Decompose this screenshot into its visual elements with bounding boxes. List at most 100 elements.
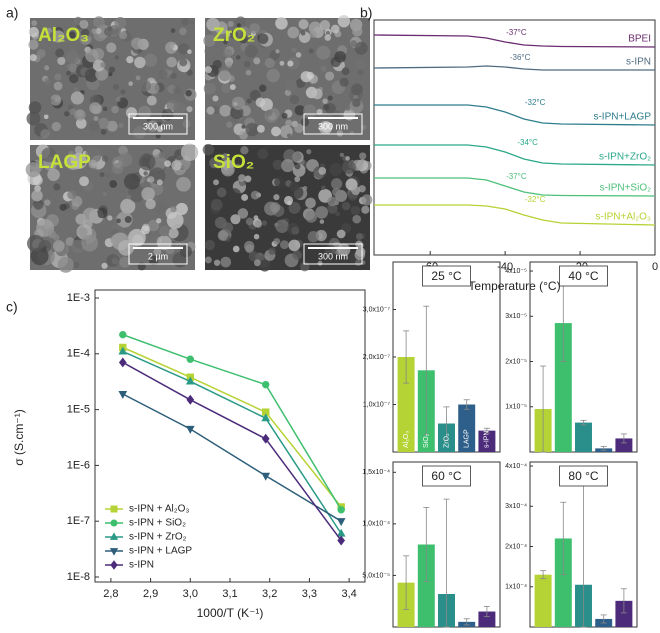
sem-grain [108,66,116,73]
sem-grain [259,84,267,92]
sem-grain [335,211,341,217]
sem-grain [185,89,192,97]
sem-grain [257,148,269,160]
sem-grain [271,126,281,137]
panel-label: b) [360,5,372,21]
sem-grain [244,175,252,183]
scale-box [303,113,363,135]
sem-grain [261,220,268,226]
sem-grain [257,33,269,45]
marker [118,346,128,355]
sem-grain [266,68,280,83]
sem-grain [228,75,235,82]
sem-grain [203,82,216,95]
sem-grain [52,233,60,241]
series-label: s-IPN+LAGP [593,112,651,123]
sem-grain [350,205,361,216]
sem-grain [102,191,107,197]
sem-grain [119,31,128,40]
category-label: Al₂O₃ [403,431,410,448]
sem-grain [106,120,118,132]
marker [186,355,194,363]
sem-grain [258,259,271,272]
sem-grain [66,64,71,69]
sem-grain [95,27,102,35]
sem-grain [354,41,368,55]
sem-grain [75,64,89,78]
sem-grain [69,154,80,165]
sem-grain [57,256,74,273]
sem-grain [107,215,113,221]
sem-grain [31,20,38,27]
sem-grain [158,69,168,79]
sem-grain [186,69,193,76]
sem-grain [91,28,97,34]
sem-grain [67,190,77,200]
sem-grain [109,180,118,188]
title-box [422,265,471,287]
bar-chart: 1x10⁻⁴ 2x10⁻⁴ 3x10⁻⁴ 4x10⁻⁴ 80 °C [505,461,638,628]
marker [118,390,128,399]
sem-grain [117,152,133,167]
sem-grain [213,179,219,186]
series-label: s-IPN+SiO₂ [600,183,652,194]
sem-grain [214,21,228,35]
category-label: LAGP [464,429,471,448]
series-line [122,361,342,542]
sem-grain [68,150,75,157]
sem-grain [120,89,126,95]
y-tick-label: 2x10⁻⁵ [505,358,527,365]
series-line [122,393,342,522]
sem-grain [147,176,155,183]
sem-grain [306,71,315,80]
sem-grain [156,235,172,251]
scale-bar-label: 300 nm [143,121,173,131]
sem-image: Al₂O₃ 300 nm [26,16,197,140]
sem-grain [204,66,212,74]
sem-grain [309,30,317,38]
sem-grain [55,48,65,58]
marker [110,560,118,570]
sem-grain [81,234,99,252]
bar [478,430,496,452]
sem-grain [352,26,363,37]
sem-grain [345,156,350,161]
sem-grain [206,106,215,115]
sem-grain [179,58,188,67]
sem-grain [73,261,80,269]
sem-grain [176,176,191,192]
sem-grain [316,45,331,60]
sem-grain [175,202,188,216]
sem-grain [33,199,44,210]
legend-label: s-IPN [129,560,154,571]
sem-grain [351,83,363,96]
sem-grain [180,245,193,258]
sem-grain [74,87,79,92]
category-label: SiO₂ [423,433,430,448]
sem-grain [168,228,179,239]
sem-grain [132,234,144,247]
sem-grain [279,60,285,66]
sem-grain [147,219,160,232]
sem-grain [359,152,367,160]
x-axis-label: 1000/T (K⁻¹) [197,606,264,620]
title-box [422,465,471,487]
sem-grain [204,239,215,251]
y-tick-label: 3,0x10⁻⁷ [363,306,391,313]
sem-grain [285,79,298,92]
y-tick-label: 1,0x10⁻⁷ [363,401,391,408]
sem-grain [88,120,100,132]
sem-grain [339,77,349,87]
sem-grain [334,29,339,34]
sem-grain [28,101,42,114]
sem-grain [287,223,300,236]
sem-grain [274,176,286,188]
sem-grain [118,239,134,256]
x-tick-label: 2,8 [103,588,118,600]
sem-grain [228,188,242,202]
sem-grain [106,42,117,53]
y-tick-label: 1E-5 [67,404,90,416]
series-line [373,34,656,48]
sem-grain [361,194,373,206]
sem-grain [85,146,102,164]
